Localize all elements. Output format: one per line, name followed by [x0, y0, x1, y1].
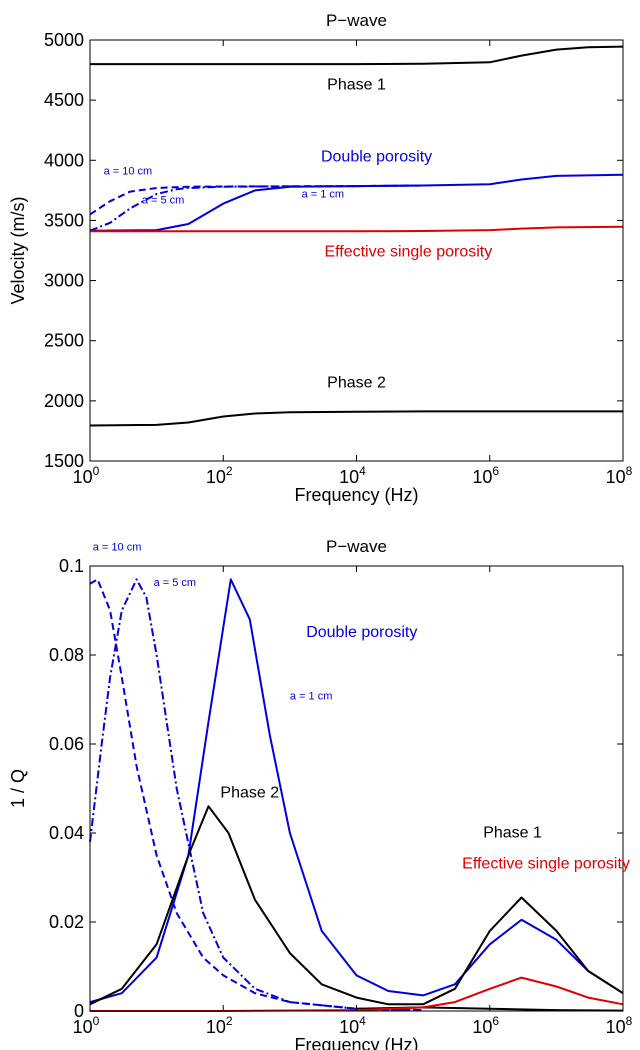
y-tick-label: 4000 — [44, 150, 84, 170]
y-tick-label: 2500 — [44, 331, 84, 351]
y-tick-label: 0 — [74, 1001, 84, 1021]
y-tick-label: 3500 — [44, 210, 84, 230]
y-tick-label: 2000 — [44, 391, 84, 411]
annotation-label: a = 5 cm — [154, 577, 197, 589]
x-tick-label: 100 — [73, 464, 100, 487]
series-line-4 — [89, 805, 624, 1006]
series-line-3 — [89, 578, 424, 1012]
x-tick-label: 104 — [339, 1014, 366, 1037]
series-line-4 — [89, 184, 424, 216]
annotation-label: Double porosity — [306, 624, 417, 641]
series-line-3 — [89, 184, 424, 232]
chart-title: P−wave — [326, 537, 387, 556]
series-line-1 — [89, 578, 624, 1004]
annotation-label: Phase 2 — [327, 375, 386, 392]
annotation-label: Phase 1 — [327, 76, 386, 93]
y-tick-label: 0.04 — [49, 823, 84, 843]
y-tick-label: 4500 — [44, 90, 84, 110]
y-tick-label: 0.06 — [49, 734, 84, 754]
annotation-label: a = 5 cm — [142, 195, 185, 207]
chart-2: 100 102 104 106 108 0 0.02 0.04 0.06 0.08 0.1 P−wav… — [8, 537, 633, 1050]
series-line-5 — [90, 225, 624, 233]
annotation-label: a = 1 cm — [302, 189, 345, 201]
x-axis-label: Frequency (Hz) — [294, 485, 418, 505]
y-axis-label: Velocity (m/s) — [8, 196, 28, 304]
y-tick-label: 0.02 — [49, 912, 84, 932]
annotation-label: a = 10 cm — [104, 166, 153, 178]
series-line-1 — [90, 45, 624, 66]
annotation-label: Double porosity — [321, 148, 432, 165]
x-axis-label: Frequency (Hz) — [294, 1035, 418, 1050]
chart-1: 100 102 104 106 108 1500 2000 2500 3000 3500 4000 4… — [8, 11, 633, 505]
series-line-2 — [89, 578, 424, 1012]
annotation-label: a = 10 cm — [93, 541, 142, 553]
y-axis-label: 1 / Q — [8, 769, 28, 808]
annotation-label: Effective single porosity — [324, 244, 492, 261]
series-line-6 — [89, 410, 623, 427]
chart-title: P−wave — [326, 11, 387, 30]
x-tick-label: 108 — [606, 1014, 633, 1037]
y-tick-label: 0.08 — [49, 645, 84, 665]
y-tick-label: 5000 — [44, 30, 84, 50]
y-tick-label: 1500 — [44, 451, 84, 471]
x-tick-label: 102 — [206, 464, 233, 487]
x-tick-label: 106 — [472, 464, 499, 487]
annotation-label: Effective single porosity — [462, 856, 630, 873]
x-tick-label: 108 — [606, 464, 633, 487]
y-tick-label: 3000 — [44, 271, 84, 291]
x-tick-label: 102 — [206, 1014, 233, 1037]
annotation-label: Phase 2 — [220, 784, 279, 801]
annotation-label: Phase 1 — [483, 824, 542, 841]
annotation-label: a = 1 cm — [290, 691, 333, 703]
y-tick-label: 0.1 — [59, 556, 84, 576]
x-tick-label: 104 — [339, 464, 366, 487]
x-tick-label: 106 — [472, 1014, 499, 1037]
x-tick-label: 100 — [73, 1014, 100, 1037]
